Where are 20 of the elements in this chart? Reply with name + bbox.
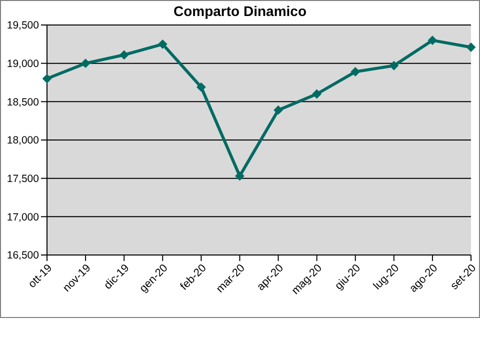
- y-tick-label: 17,000: [6, 211, 40, 224]
- point: [312, 90, 322, 98]
- y-tick-label: 19,000: [6, 58, 40, 70]
- y-tick-label: 18,000: [6, 134, 40, 147]
- point: [42, 74, 52, 84]
- point: [428, 36, 437, 45]
- point: [466, 42, 476, 52]
- point: [274, 106, 283, 115]
- chart-title: Comparto Dinamico: [172, 3, 308, 19]
- y-tick-label: 19,500: [6, 20, 40, 32]
- y-tick-label: 18,500: [6, 96, 40, 108]
- point: [81, 58, 90, 68]
- point: [235, 172, 244, 181]
- point: [196, 82, 206, 92]
- y-tick-label: 16,500: [6, 250, 40, 262]
- y-tick-label: 17,500: [6, 173, 40, 186]
- point: [350, 67, 360, 76]
- point: [120, 50, 129, 60]
- point: [389, 61, 398, 70]
- point: [158, 40, 168, 49]
